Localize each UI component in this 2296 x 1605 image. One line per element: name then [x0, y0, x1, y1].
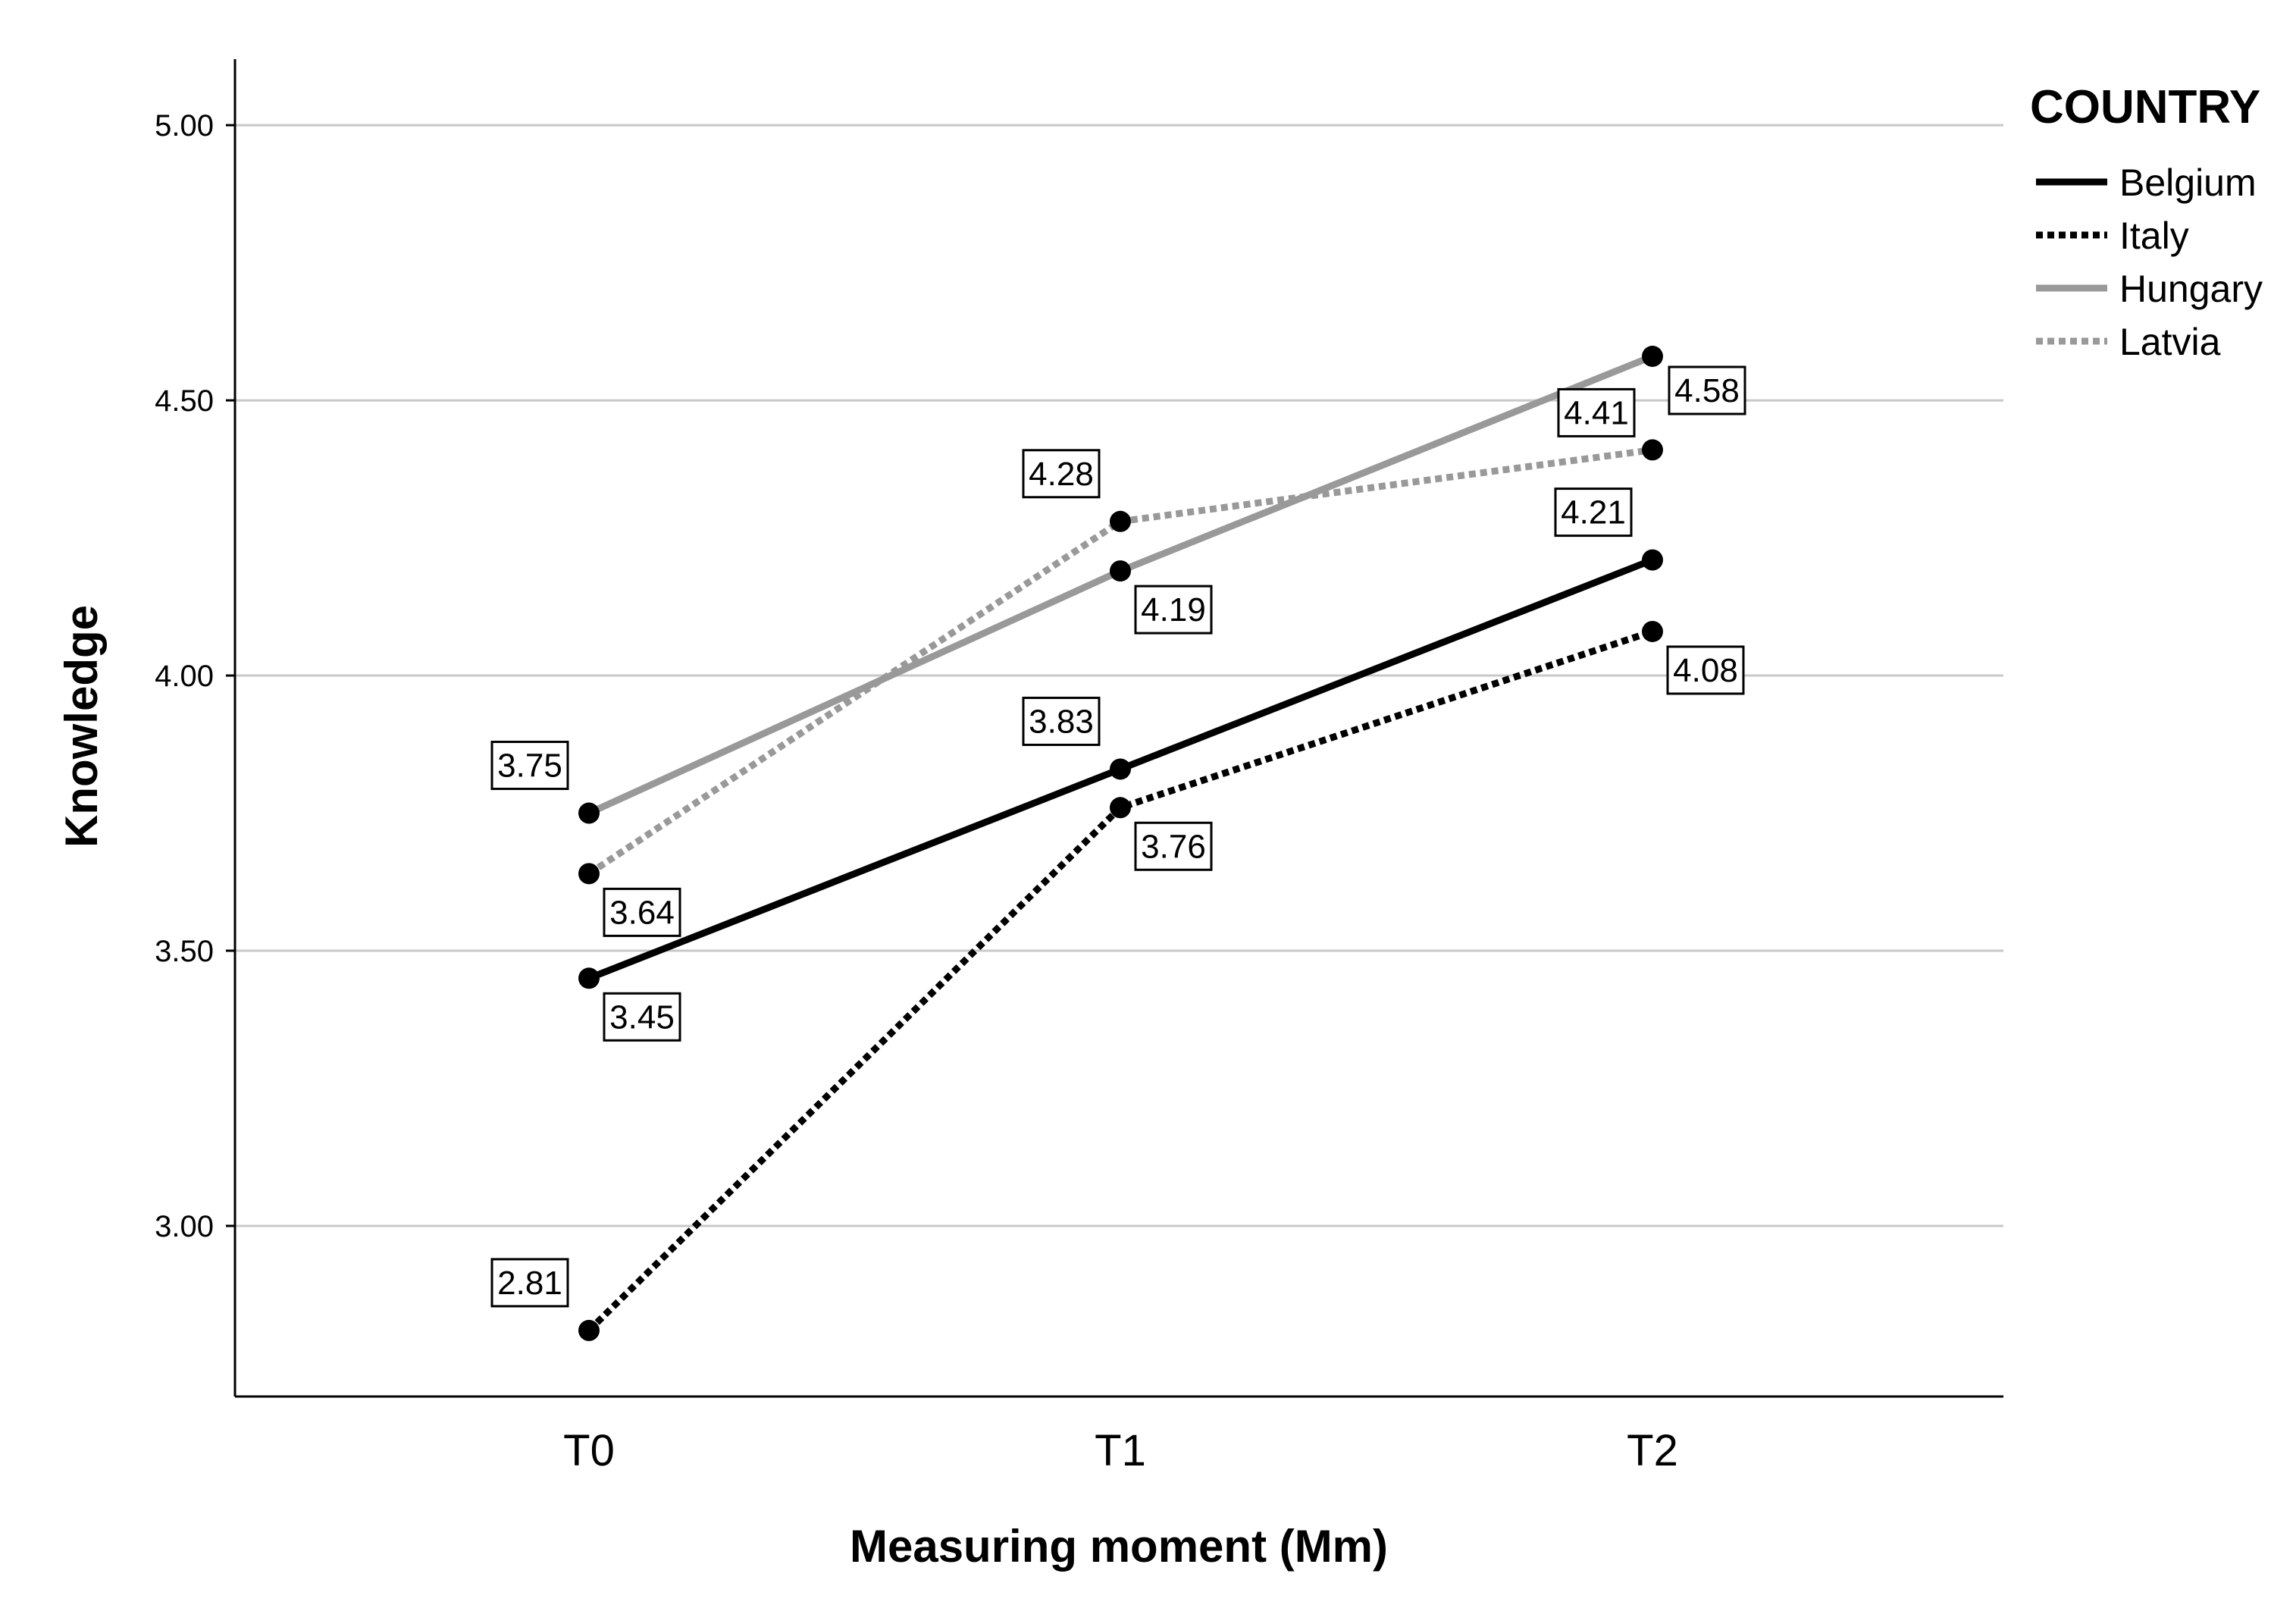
legend-label-hungary: Hungary [2119, 268, 2263, 310]
data-label-box [1554, 487, 1633, 538]
legend-items: Belgium Italy Hungary Latvia [2036, 161, 2263, 363]
data-label-belgium: 4.21 [1554, 487, 1633, 538]
data-label-text: 4.19 [1141, 591, 1206, 629]
data-label-text: 3.83 [1029, 703, 1094, 740]
y-tick-label: 3.50 [155, 935, 214, 968]
x-tick-labels: T0 T1 T2 [563, 1426, 1678, 1475]
data-label-text: 4.08 [1673, 652, 1738, 689]
y-tick-label: 5.00 [155, 109, 214, 143]
data-label-latvia: 3.64 [603, 887, 681, 937]
legend-title: COUNTRY [2030, 81, 2260, 133]
legend-label-belgium: Belgium [2119, 161, 2257, 204]
data-point-latvia [1110, 510, 1131, 532]
data-label-text: 3.76 [1141, 828, 1206, 865]
data-label-box [1134, 821, 1213, 871]
y-tick-labels: 3.00 3.50 4.00 4.50 5.00 [155, 109, 235, 1243]
data-label-italy: 2.81 [490, 1258, 569, 1308]
data-label-box [490, 1258, 569, 1308]
x-tick-label: T2 [1627, 1426, 1678, 1475]
data-label-box [1022, 696, 1101, 746]
data-point-italy [1642, 620, 1663, 642]
series-points [578, 346, 1663, 1341]
y-axis-title: Knowledge [56, 605, 107, 848]
data-label-italy: 4.08 [1666, 645, 1745, 695]
data-label-belgium: 3.45 [603, 992, 681, 1042]
data-point-belgium [1642, 549, 1663, 571]
data-labels: 3.45 3.83 4.21 2.81 3.76 4.08 3.75 4.19 4.58 3.64… [490, 365, 1746, 1308]
data-label-text: 3.45 [609, 998, 675, 1036]
legend: COUNTRY Belgium Italy Hungary Latvia [2030, 81, 2263, 363]
data-label-hungary: 4.19 [1134, 585, 1213, 635]
legend-label-italy: Italy [2119, 215, 2189, 257]
data-label-text: 3.64 [609, 894, 675, 931]
data-label-box [603, 992, 681, 1042]
data-label-hungary: 4.58 [1668, 365, 1746, 415]
axes [233, 59, 2003, 1398]
data-label-text: 4.21 [1561, 494, 1626, 531]
data-point-belgium [578, 967, 600, 989]
data-label-box [1022, 449, 1101, 499]
x-tick-label: T1 [1095, 1426, 1146, 1475]
data-label-text: 3.75 [497, 748, 562, 785]
y-tick-label: 4.50 [155, 384, 214, 418]
x-tick-label: T0 [563, 1426, 615, 1475]
x-axis-title: Measuring moment (Mm) [850, 1521, 1388, 1572]
y-tick-label: 4.00 [155, 660, 214, 693]
data-label-box [1668, 365, 1746, 415]
data-label-text: 2.81 [497, 1265, 562, 1302]
data-label-italy: 3.76 [1134, 821, 1213, 871]
data-label-box [1134, 585, 1213, 635]
data-label-box [603, 887, 681, 937]
data-label-text: 4.58 [1674, 372, 1740, 409]
data-label-text: 4.41 [1564, 394, 1629, 431]
data-label-latvia: 4.41 [1557, 387, 1636, 437]
series-line-hungary [587, 353, 1654, 817]
data-label-latvia: 4.28 [1022, 449, 1101, 499]
data-point-belgium [1110, 758, 1131, 780]
data-point-latvia [578, 863, 600, 885]
y-tick-label: 3.00 [155, 1210, 214, 1243]
data-point-latvia [1642, 439, 1663, 461]
data-point-hungary [578, 802, 600, 824]
data-label-box [490, 741, 569, 791]
data-label-belgium: 3.83 [1022, 696, 1101, 746]
data-point-italy [1110, 797, 1131, 819]
data-point-hungary [1110, 560, 1131, 582]
data-point-hungary [1642, 346, 1663, 367]
data-point-italy [578, 1319, 600, 1341]
data-label-box [1666, 645, 1745, 695]
data-label-box [1557, 387, 1636, 437]
data-label-text: 4.28 [1029, 456, 1094, 493]
series-lines [586, 353, 1654, 1334]
data-label-hungary: 3.75 [490, 741, 569, 791]
legend-label-latvia: Latvia [2119, 321, 2221, 363]
